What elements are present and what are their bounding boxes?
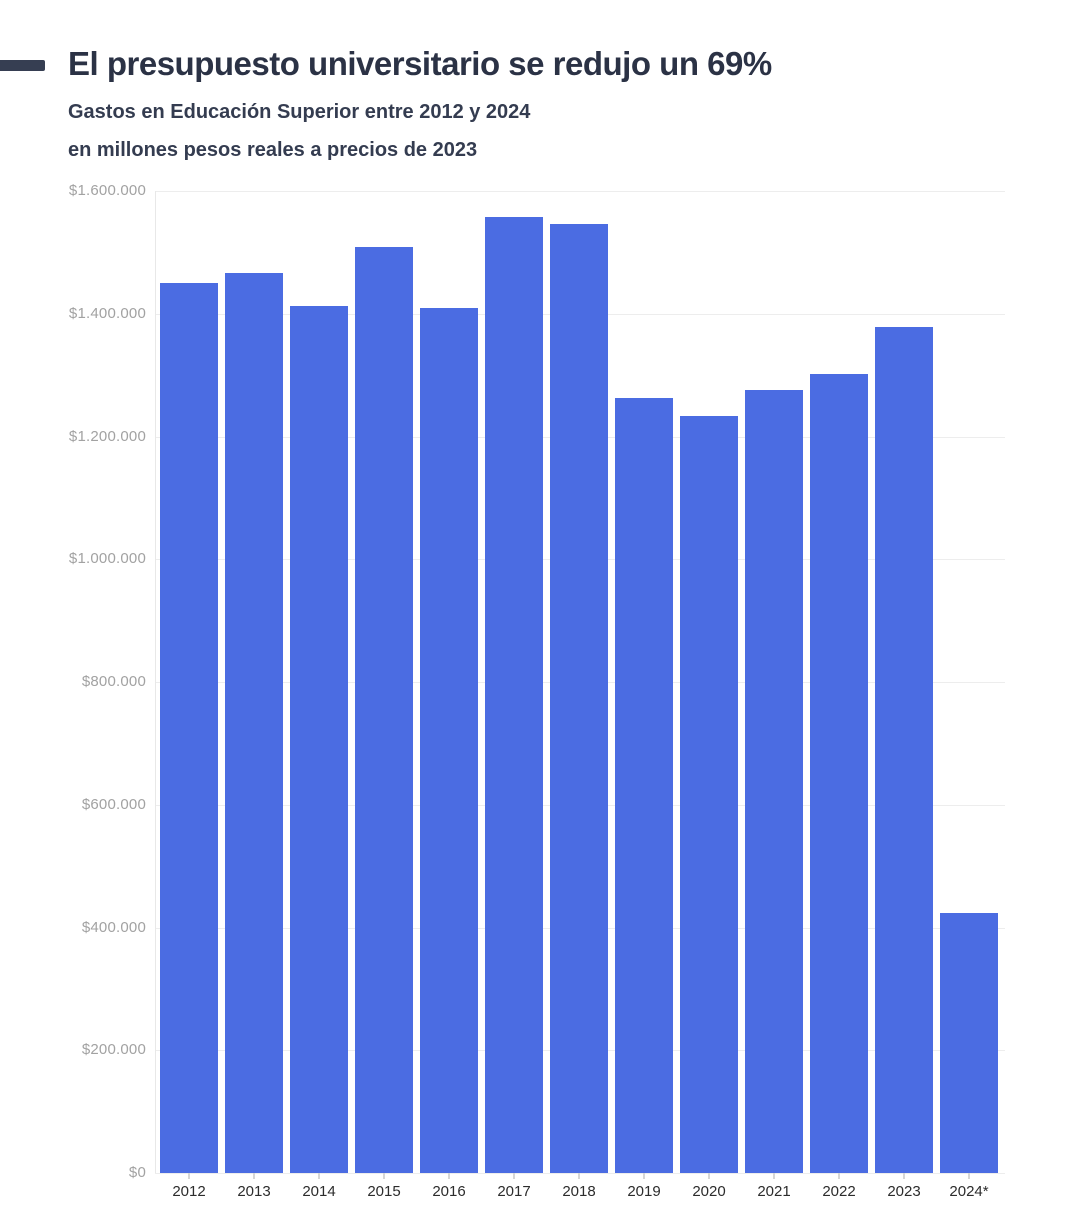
x-axis-tick: [773, 1173, 775, 1179]
x-axis-tick: [253, 1173, 255, 1179]
y-axis-tick-label: $200.000: [81, 1041, 146, 1059]
x-axis-tick: [903, 1173, 905, 1179]
gridline: [155, 1173, 1005, 1174]
x-axis-tick-label: 2021: [757, 1183, 791, 1200]
y-axis-tick-label: $800.000: [81, 673, 146, 690]
bar-2023: [875, 326, 933, 1173]
x-axis-tick-label: 2023: [887, 1183, 921, 1200]
bar-2014: [290, 305, 348, 1173]
x-axis-tick: [838, 1173, 840, 1179]
x-axis-tick-label: 2018: [562, 1183, 596, 1200]
bar-2016: [420, 308, 478, 1173]
gridline: [155, 191, 1005, 192]
x-axis-tick-label: 2016: [432, 1183, 466, 1200]
title-dash-icon: [0, 60, 45, 71]
x-axis-tick: [383, 1173, 385, 1179]
y-axis-tick-label: $1.400.000: [68, 304, 146, 322]
y-axis-tick-label: $1.000.000: [68, 550, 146, 568]
chart-subtitle-line2: en millones pesos reales a precios de 20…: [68, 139, 478, 161]
bar-2024: [940, 913, 998, 1173]
x-axis-tick-label: 2019: [627, 1183, 661, 1200]
x-axis-tick-label: 2012: [172, 1183, 206, 1200]
x-axis-tick: [513, 1173, 515, 1179]
chart-title: El presupuesto universitario se redujo u…: [68, 45, 772, 82]
bar-2017: [485, 216, 543, 1173]
x-axis-tick: [708, 1173, 710, 1179]
bar-2021: [745, 390, 803, 1173]
x-axis-tick-label: 2013: [237, 1183, 271, 1200]
x-axis-tick-label: 2015: [367, 1183, 401, 1200]
bar-2019: [615, 398, 673, 1173]
x-axis-tick-label: 2022: [822, 1183, 856, 1200]
bar-2022: [810, 373, 868, 1173]
y-axis-tick-label: $400.000: [81, 918, 146, 936]
x-axis-tick: [643, 1173, 645, 1179]
y-axis-tick-label: $1.200.000: [68, 427, 146, 445]
y-axis-tick-label: $600.000: [81, 795, 146, 813]
x-axis-tick-label: 2014: [302, 1183, 336, 1200]
x-axis-tick: [448, 1173, 450, 1179]
chart-subtitle-line1: Gastos en Educación Superior entre 2012 …: [68, 101, 531, 123]
bar-2020: [680, 416, 738, 1173]
y-axis-tick-label: $1.600.000: [68, 182, 146, 199]
x-axis-tick: [578, 1173, 580, 1179]
bar-2018: [550, 224, 608, 1173]
x-axis-tick: [188, 1173, 190, 1179]
bar-2013: [225, 272, 283, 1173]
x-axis-tick-label: 2017: [497, 1183, 531, 1200]
x-axis-tick: [968, 1173, 970, 1179]
x-axis-tick-label: 2024*: [949, 1183, 989, 1200]
y-axis-tick-label: $0: [128, 1164, 146, 1181]
x-axis-tick-label: 2020: [692, 1183, 726, 1200]
x-axis-tick: [318, 1173, 320, 1179]
y-axis-line: [155, 191, 156, 1173]
bar-2012: [160, 283, 218, 1173]
bar-2015: [355, 247, 413, 1173]
